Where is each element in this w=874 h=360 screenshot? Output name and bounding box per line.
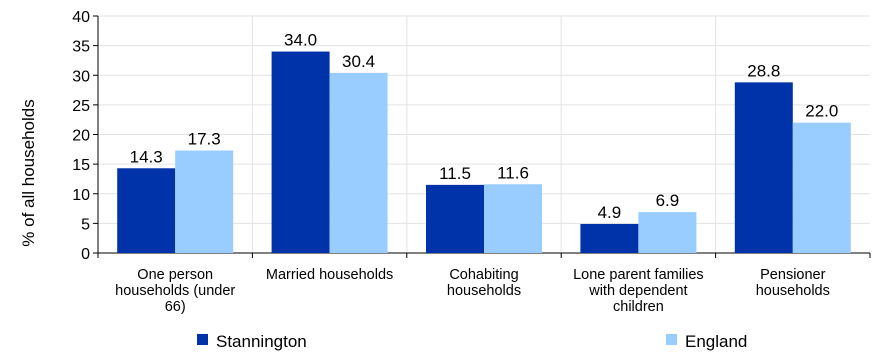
category-label: Married households: [266, 267, 393, 283]
legend: Stannington England: [197, 332, 747, 351]
category-label: households: [447, 283, 521, 299]
legend-label-england: England: [685, 332, 747, 351]
data-label: 17.3: [188, 129, 221, 148]
category-label: 66): [165, 299, 186, 315]
category-label: children: [613, 299, 664, 315]
bars: [117, 51, 851, 254]
legend-swatch-england: [666, 334, 677, 345]
bar-stannington-4: [734, 82, 793, 253]
data-label: 11.5: [439, 164, 471, 183]
y-tick-label: 35: [72, 39, 90, 56]
data-label: 34.0: [284, 31, 317, 50]
y-tick-label: 15: [72, 157, 90, 174]
bar-england-2: [484, 184, 542, 253]
data-label: 6.9: [656, 191, 680, 210]
data-label: 28.8: [747, 61, 780, 80]
bar-england-3: [638, 212, 697, 253]
y-tick-label: 30: [72, 68, 90, 85]
y-tick-labels: 0 5 10 15 20 25 30 35 40: [72, 9, 90, 263]
category-label: households: [756, 283, 830, 299]
data-label: 11.6: [497, 163, 529, 182]
data-label: 30.4: [342, 52, 375, 71]
bar-stannington-1: [271, 51, 330, 253]
y-tick-label: 0: [81, 246, 90, 263]
bar-stannington-0: [117, 168, 176, 253]
data-label: 4.9: [598, 203, 622, 222]
y-tick-label: 40: [72, 9, 90, 26]
category-label: One person: [137, 267, 213, 283]
data-label: 14.3: [130, 147, 163, 166]
category-label: Lone parent families: [573, 267, 704, 283]
legend-label-stannington: Stannington: [216, 332, 307, 351]
y-tick-label: 20: [72, 128, 90, 145]
bar-england-0: [175, 150, 234, 253]
y-tick-label: 10: [72, 187, 90, 204]
bar-stannington-2: [426, 184, 484, 253]
y-tick-label: 25: [72, 98, 90, 115]
y-tick-label: 5: [81, 216, 90, 233]
y-axis-title: % of all households: [19, 99, 38, 246]
bar-stannington-3: [580, 223, 639, 253]
data-label: 22.0: [805, 102, 838, 121]
bar-england-1: [329, 72, 388, 253]
category-label: with dependent: [588, 283, 687, 299]
category-label: Pensioner: [760, 267, 825, 283]
category-label: Cohabiting: [449, 267, 518, 283]
data-labels: 14.3 34.0 11.5 4.9 28.8 17.3 30.4 11.6 6.9 22.0: [130, 31, 839, 222]
legend-swatch-stannington: [197, 334, 208, 345]
bar-england-4: [792, 122, 851, 254]
category-label: households (under: [115, 283, 235, 299]
